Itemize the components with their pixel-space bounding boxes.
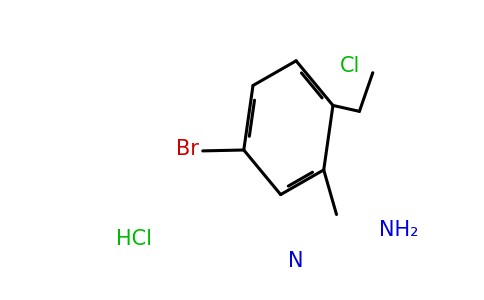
Text: Cl: Cl — [339, 56, 360, 76]
Text: NH₂: NH₂ — [378, 220, 418, 240]
Text: N: N — [288, 251, 304, 271]
Text: HCl: HCl — [116, 229, 151, 249]
Text: Br: Br — [176, 139, 199, 159]
